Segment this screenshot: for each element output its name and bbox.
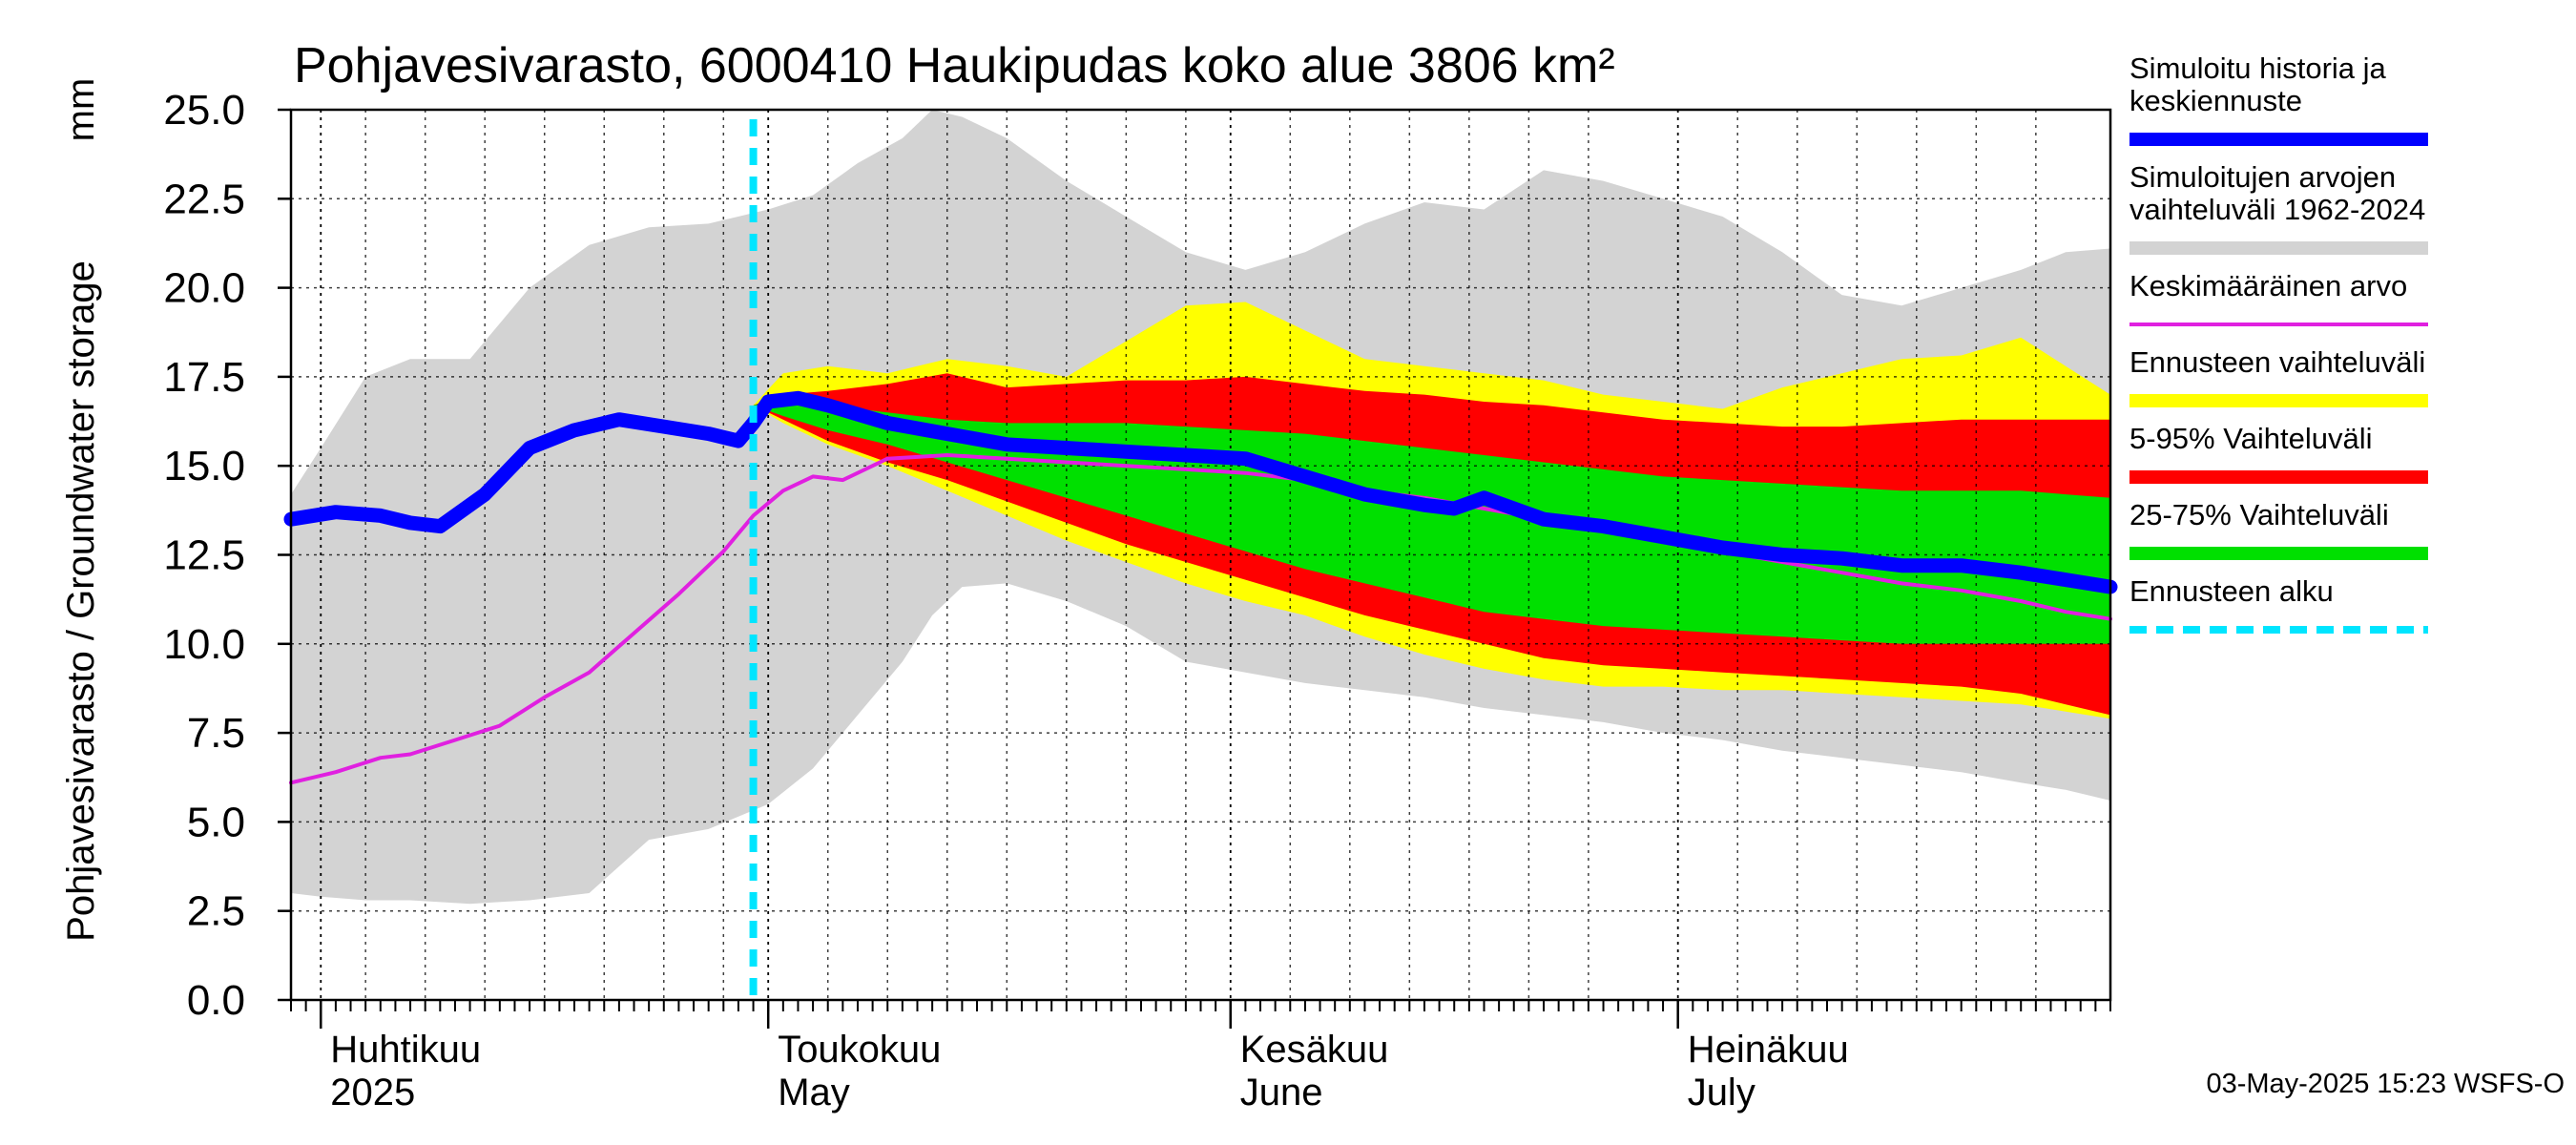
band-25-75-vaihteluv-li — [753, 398, 2110, 644]
legend-label-5-95-vaihteluv-li: 5-95% Vaihteluväli — [2129, 422, 2372, 455]
y-tick-label: 5.0 — [187, 799, 245, 845]
line-simuloitu-historia-ja-keskiennuste — [283, 390, 2118, 594]
y-axis-unit: mm — [60, 78, 102, 142]
legend-label-simuloitujen-arvojen-vaihteluv-li-1962-2024: vaihteluväli 1962-2024 — [2129, 193, 2425, 226]
month-label-fi: Huhtikuu — [330, 1029, 481, 1071]
legend-label-ennusteen-alku: Ennusteen alku — [2129, 574, 2334, 608]
month-label-fi: Heinäkuu — [1688, 1029, 1849, 1071]
y-tick-label: 17.5 — [163, 354, 245, 401]
legend-label-25-75-vaihteluv-li: 25-75% Vaihteluväli — [2129, 498, 2389, 531]
month-label-en: June — [1240, 1072, 1323, 1114]
y-tick-label: 10.0 — [163, 621, 245, 668]
footer-timestamp: 03-May-2025 15:23 WSFS-O — [2206, 1069, 2565, 1099]
y-tick-label: 0.0 — [187, 977, 245, 1024]
y-tick-label: 7.5 — [187, 710, 245, 757]
month-label-fi: Toukokuu — [778, 1029, 941, 1071]
y-tick-label: 2.5 — [187, 888, 245, 935]
month-label-en: July — [1688, 1072, 1755, 1114]
plot-lines — [283, 119, 2118, 1000]
month-label-fi: Kesäkuu — [1240, 1029, 1389, 1071]
y-tick-label: 22.5 — [163, 176, 245, 222]
y-tick-label: 25.0 — [163, 87, 245, 134]
y-axis-label: Pohjavesivarasto / Groundwater storage — [60, 260, 102, 942]
y-tick-label: 20.0 — [163, 265, 245, 312]
axes: 0.0 2.5 5.0 7.5 10.0 12.5 15.0 17.5 20.0 22.5 25.0… — [163, 87, 2112, 1114]
legend-label-ennusteen-vaihteluv-li: Ennusteen vaihteluväli — [2129, 345, 2425, 379]
legend-label-simuloitu-historia-ja-keskiennuste: keskiennuste — [2129, 84, 2302, 117]
chart-title: Pohjavesivarasto, 6000410 Haukipudas kok… — [294, 38, 1615, 94]
y-tick-label: 12.5 — [163, 532, 245, 579]
legend-label-keskim-r-inen-arvo: Keskimääräinen arvo — [2129, 269, 2407, 302]
plot-bands — [291, 110, 2110, 905]
month-label-en: 2025 — [330, 1072, 415, 1114]
month-label-en: May — [778, 1072, 850, 1114]
legend-label-simuloitujen-arvojen-vaihteluv-li-1962-2024: Simuloitujen arvojen — [2129, 160, 2396, 194]
y-tick-label: 15.0 — [163, 443, 245, 489]
legend-label-simuloitu-historia-ja-keskiennuste: Simuloitu historia ja — [2129, 52, 2387, 85]
